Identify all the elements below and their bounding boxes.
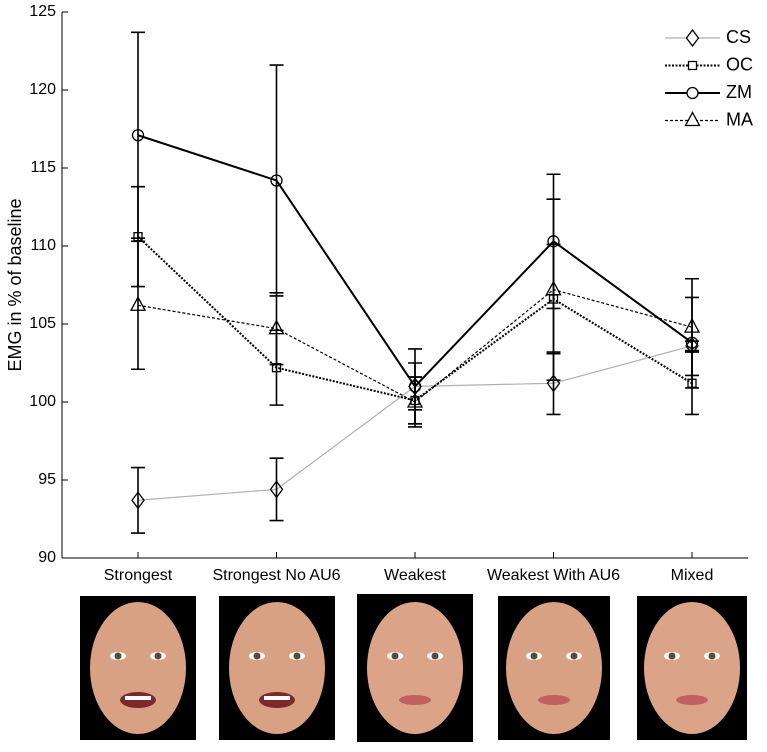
legend-label: MA: [726, 109, 753, 129]
y-tick-label: 100: [29, 393, 56, 410]
y-tick-label: 125: [29, 3, 56, 20]
face-image: [219, 596, 335, 740]
error-bar: [131, 240, 145, 371]
legend-label: CS: [726, 27, 751, 47]
faces: [80, 594, 747, 742]
marker: [131, 491, 145, 510]
y-tick-label: 95: [38, 471, 56, 488]
marker: [683, 317, 701, 333]
legend-label: ZM: [726, 82, 752, 102]
y-tick-label: 115: [30, 159, 56, 176]
legend-label: OC: [726, 54, 753, 74]
y-tick-label: 110: [30, 237, 56, 254]
face-image: [637, 596, 747, 740]
error-bar: [408, 376, 422, 428]
x-tick-label: Strongest No AU6: [212, 567, 340, 584]
marker: [131, 129, 145, 142]
y-tick-label: 90: [38, 549, 56, 566]
face-image: [498, 596, 610, 740]
y-axis-label: EMG in % of baseline: [5, 198, 25, 371]
marker: [684, 111, 701, 127]
error-bar: [131, 31, 145, 239]
error-bar: [685, 277, 699, 377]
marker: [129, 295, 147, 311]
marker: [270, 174, 283, 187]
error-bar: [131, 466, 145, 534]
marker: [687, 60, 698, 71]
face-image: [80, 596, 196, 740]
x-tick-label: Weakest With AU6: [487, 567, 620, 584]
marker: [269, 480, 284, 499]
error-bar: [269, 292, 284, 366]
marker: [406, 392, 424, 408]
error-bar: [546, 198, 561, 381]
marker: [686, 86, 699, 100]
y-tick-label: 105: [29, 315, 56, 332]
error-bar: [269, 457, 284, 522]
y-tick-label: 120: [29, 81, 56, 98]
marker: [268, 319, 285, 335]
x-tick-label: Mixed: [671, 567, 714, 584]
face-image: [357, 594, 473, 742]
marker: [685, 28, 700, 48]
x-tick-label: Weakest: [384, 567, 447, 584]
marker: [545, 280, 562, 296]
x-tick-label: Strongest: [104, 567, 173, 584]
